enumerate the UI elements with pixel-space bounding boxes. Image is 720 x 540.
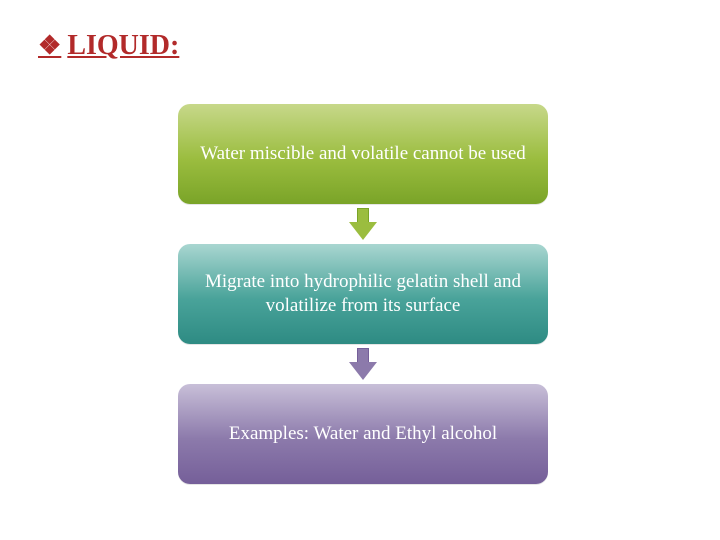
arrow-down-icon xyxy=(351,208,375,240)
arrow-down-icon xyxy=(351,348,375,380)
arrow-1-wrap xyxy=(178,204,548,244)
flow-box-1-text: Water miscible and volatile cannot be us… xyxy=(200,142,526,166)
bullet-icon: ❖ xyxy=(38,31,61,61)
arrow-2-head xyxy=(349,362,377,380)
flow-box-1: Water miscible and volatile cannot be us… xyxy=(178,104,548,204)
flow-container: Water miscible and volatile cannot be us… xyxy=(178,104,548,484)
flow-box-2: Migrate into hydrophilic gelatin shell a… xyxy=(178,244,548,344)
arrow-1-head xyxy=(349,222,377,240)
flow-box-3: Examples: Water and Ethyl alcohol xyxy=(178,384,548,484)
flow-box-2-text: Migrate into hydrophilic gelatin shell a… xyxy=(196,270,530,318)
flow-box-3-text: Examples: Water and Ethyl alcohol xyxy=(229,422,497,446)
arrow-2-wrap xyxy=(178,344,548,384)
heading-text: LIQUID: xyxy=(67,30,179,62)
heading: ❖ LIQUID: xyxy=(38,30,179,62)
